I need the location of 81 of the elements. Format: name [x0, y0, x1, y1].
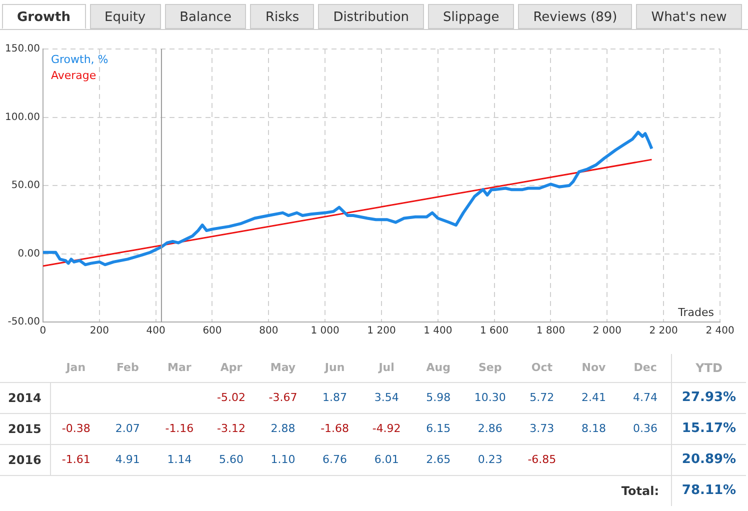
x-tick-label: 1 800	[536, 326, 566, 337]
x-tick-label: 600	[202, 326, 222, 337]
y-tick-label: 150.00	[4, 44, 40, 55]
x-tick-label: Mar	[166, 360, 192, 376]
data-label: -5.02	[216, 390, 246, 406]
text: What's new	[636, 4, 742, 29]
data-label: 5.98	[425, 390, 452, 406]
data-label: 78.11%	[672, 475, 746, 506]
data-label: 2.88	[270, 421, 296, 437]
data-label: 1.10	[270, 452, 296, 468]
x-tick-label: Aug	[425, 360, 452, 376]
data-label: 20.89%	[672, 444, 746, 475]
x-tick-label: May	[269, 360, 297, 376]
data-label: -6.85	[526, 452, 558, 468]
data-label: 0.36	[632, 421, 659, 437]
y-tick-label: 0.00	[18, 248, 40, 260]
text: Distribution	[318, 4, 424, 29]
x-axis-title: Trades	[677, 306, 714, 319]
text: Risks	[250, 4, 314, 29]
x-tick-label: Dec	[632, 360, 658, 376]
text: Slippage	[428, 4, 514, 29]
data-label: 1.87	[322, 390, 348, 406]
y-tick-label: 100.00	[4, 112, 40, 123]
data-label: -0.38	[60, 421, 92, 437]
data-label: 3.73	[528, 421, 556, 437]
data-label: 2.41	[580, 390, 607, 406]
text: Growth, %	[50, 53, 108, 66]
x-tick-label: Jun	[323, 360, 346, 376]
data-label: 4.91	[114, 452, 141, 468]
text: Growth	[2, 4, 86, 29]
y-tick-label: 50.00	[11, 180, 40, 192]
x-tick-label: Apr	[219, 360, 244, 376]
data-label: -3.67	[268, 390, 298, 406]
x-tick-label: Nov	[580, 360, 607, 376]
x-tick-label: 1 200	[367, 326, 396, 337]
data-label: 6.15	[425, 421, 452, 437]
x-tick-label: Jul	[377, 360, 396, 376]
x-tick-label: 1 600	[480, 326, 509, 337]
data-label: -3.12	[216, 421, 246, 437]
data-label: 2.65	[425, 452, 452, 468]
data-label: 6.76	[322, 452, 348, 468]
y-tick-label: -50.00	[8, 316, 40, 328]
y-tick-label: 2016	[0, 444, 50, 475]
x-tick-label: 2 400	[706, 326, 734, 337]
y-tick-label: 2015	[0, 413, 50, 444]
data-label: 1.14	[166, 452, 193, 468]
y-tick-label: Total:	[620, 482, 660, 500]
data-label: 8.18	[580, 421, 607, 437]
data-label: -1.61	[60, 452, 92, 468]
text: Average	[50, 69, 96, 82]
data-label: 15.17%	[672, 413, 746, 444]
data-label: 2.86	[476, 421, 504, 437]
x-tick-label: 800	[259, 326, 278, 337]
data-label: 2.07	[114, 421, 141, 437]
x-tick-label: Feb	[115, 360, 140, 376]
x-tick-label: YTD	[672, 354, 746, 382]
data-label: 3.54	[373, 390, 400, 406]
x-tick-label: 1 000	[310, 326, 340, 337]
data-label: 5.60	[218, 452, 244, 468]
data-label: 27.93%	[672, 382, 746, 413]
x-tick-label: 2 200	[649, 326, 678, 337]
x-tick-label: Sep	[478, 360, 503, 376]
data-label: 0.23	[476, 452, 504, 468]
x-tick-label: Oct	[530, 360, 554, 376]
data-label: 4.74	[632, 390, 659, 406]
data-label: 6.01	[373, 452, 400, 468]
data-label: 10.30	[473, 390, 507, 406]
text: Equity	[90, 4, 161, 29]
y-tick-label: 2014	[0, 382, 50, 413]
data-label: -4.92	[371, 421, 402, 437]
data-label: 5.72	[528, 390, 556, 406]
x-tick-label: 2 000	[592, 326, 622, 337]
x-tick-label: Jan	[64, 360, 87, 376]
x-tick-label: 0	[40, 326, 46, 337]
x-tick-label: 200	[90, 326, 109, 337]
data-label: -1.68	[320, 421, 350, 437]
text: Balance	[164, 4, 246, 29]
data-label: -1.16	[164, 421, 195, 437]
text: Reviews (89)	[518, 4, 632, 29]
x-tick-label: 1 400	[424, 326, 452, 337]
x-tick-label: 400	[146, 326, 166, 337]
